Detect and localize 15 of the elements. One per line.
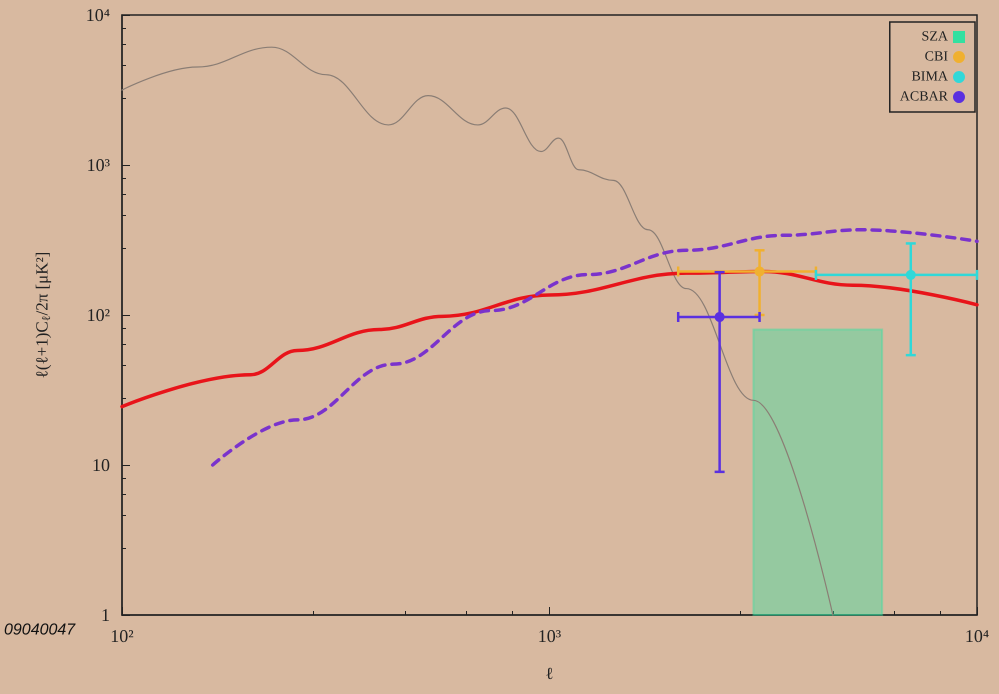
y-tick-label: 1 [101, 605, 110, 625]
y-tick-label: 10² [86, 305, 110, 325]
y-tick-label: 10⁴ [86, 5, 110, 25]
x-tick-label: 10² [110, 626, 134, 646]
text: 09040047 [4, 622, 76, 638]
y-tick-label: 10 [92, 455, 110, 475]
legend-label: CBI [924, 50, 948, 64]
x-tick-label: 10³ [538, 626, 562, 646]
legend-label: BIMA [911, 70, 949, 84]
x-tick-label: 10⁴ [964, 626, 990, 646]
y-axis-title: ℓ(ℓ+1)Cℓ/2π [μK²] [32, 252, 53, 378]
x-axis-title: ℓ [545, 664, 554, 683]
legend-label: ACBAR [900, 90, 949, 104]
legend-label: SZA [922, 30, 949, 44]
y-tick-label: 10³ [86, 155, 111, 175]
